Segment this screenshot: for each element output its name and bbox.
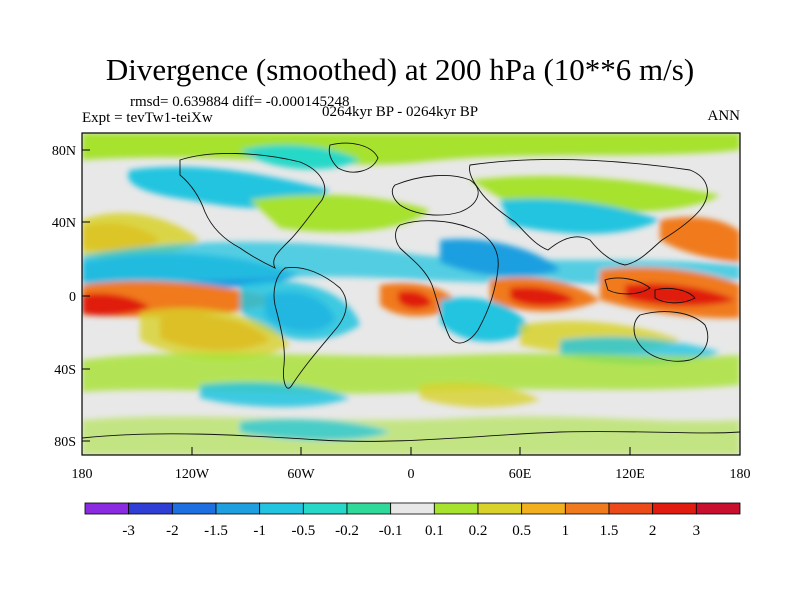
north-america-coast [179,153,326,269]
colorbar-swatch [477,502,523,515]
colorbar-label: 1.5 [600,523,619,539]
greenland-coast [328,142,379,173]
lon-tick-label: 180 [730,467,751,482]
lat-tick-label: 0 [69,290,76,305]
lon-tick-label: 180 [72,467,93,482]
lon-tick-labels: 180 120W 60W 0 60E 120E 180 [72,467,751,482]
europe-coast [391,175,479,216]
map-title: Divergence (smoothed) at 200 hPa (10**6 … [105,52,695,87]
colorbar-label: -0.5 [291,523,315,539]
colorbar-swatch [390,502,435,515]
colorbar-swatch [346,502,392,515]
africa-blue [440,239,560,277]
colorbar-swatch [564,502,610,515]
divergence-field [82,133,740,455]
lon-tick-label: 60E [509,467,532,482]
colorbar-labels: -3 -2 -1.5 -1 -0.5 -0.2 -0.1 0.1 0.2 0.5 1 1.5 2 3 [122,523,700,539]
coastlines [82,142,740,442]
experiment-label: Expt = tevTw1-teiXw [82,110,213,126]
maritime-continent [604,277,696,304]
africa-cyan [440,297,530,342]
tropical-cyan-belt [82,241,740,292]
colorbar-label: 2 [649,523,657,539]
antarctica-coast [82,431,740,442]
colorbar-label: 3 [693,523,701,539]
pacific-itcz-red [82,293,150,316]
atlantic-red [398,290,432,309]
colorbar-label: 1 [562,523,570,539]
antarctic-cyan [240,419,390,440]
sh-green-band [82,353,740,394]
lat-tick-label: 80N [52,144,76,159]
season-label: ANN [707,108,741,124]
lon-tick-label: 120W [175,467,210,482]
africa-coast [395,220,499,344]
lon-tick-label: 60W [287,467,315,482]
colorbar-label: 0.5 [512,523,531,539]
period-label: 0264kyr BP - 0264kyr BP [322,104,479,120]
sh-cyan-band [200,382,350,408]
south-america-cyan [240,280,360,341]
colorbar-label: -0.1 [379,523,403,539]
nh-green-band-atlantic [250,194,430,233]
lat-tick-label: 40N [52,216,76,231]
arctic-cyan-patches [240,144,360,170]
sh-yellow-patches [420,382,540,408]
colorbar-swatch [608,502,654,515]
colorbar-swatch [695,502,741,515]
colorbar-label: -2 [166,523,179,539]
south-america-coast [273,267,347,389]
colorbar-label: 0.1 [425,523,444,539]
lon-tick-label: 120E [615,467,645,482]
arctic-green-band [82,133,740,165]
australia-coast [633,311,709,362]
colorbar-swatch [84,502,130,515]
tick-marks [81,149,741,455]
colorbar-label: -1.5 [204,523,228,539]
colorbar-swatch [259,502,304,515]
colorbar-swatch [171,502,217,515]
lon-tick-label: 0 [408,467,415,482]
colorbar-swatch [302,502,348,515]
lat-tick-label: 40S [54,363,76,378]
colorbar-label: -3 [122,523,135,539]
colorbar [84,502,741,515]
colorbar-swatch [433,502,479,515]
colorbar-swatch [521,502,566,515]
nh-cyan-asia [500,198,660,234]
lat-tick-label: 80S [54,435,76,450]
colorbar-swatch [215,502,261,515]
lat-tick-labels: 80N 40N 0 40S 80S [52,144,76,450]
colorbar-swatch [652,502,697,515]
stats-label: rmsd= 0.639884 diff= -0.000145248 [130,94,350,110]
asia-coast [469,159,708,266]
colorbar-swatch [128,502,173,515]
indian-ocean-red [510,286,575,306]
spac-yellow [140,307,290,360]
maritime-red [625,283,735,306]
colorbar-label: 0.2 [469,523,488,539]
colorbar-label: -0.2 [335,523,359,539]
colorbar-label: -1 [253,523,266,539]
